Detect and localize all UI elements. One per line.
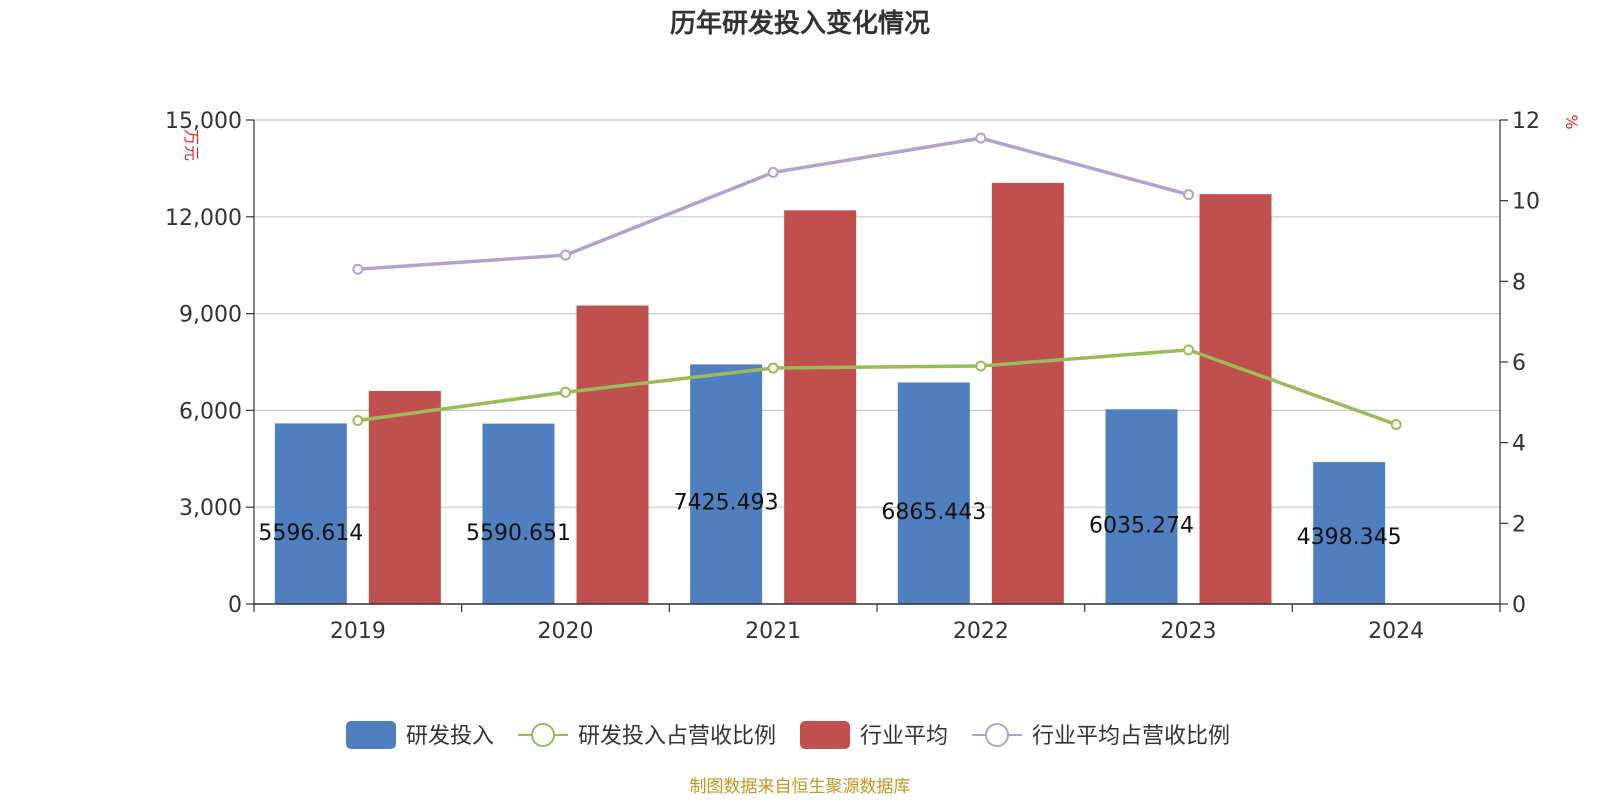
y-right-tick-label: 2	[1512, 512, 1526, 537]
lines	[352, 132, 1402, 431]
bars	[274, 182, 1386, 605]
legend-label: 行业平均占营收比例	[1032, 724, 1230, 749]
source-note: 制图数据来自恒生聚源数据库	[690, 777, 911, 797]
legend-swatch-marker	[531, 723, 555, 747]
line-point	[975, 132, 987, 144]
bar-rd	[690, 364, 763, 604]
line-point	[1183, 344, 1194, 356]
line-point	[767, 362, 779, 374]
legend-swatch-bar	[800, 721, 850, 749]
bar-industry	[576, 305, 649, 604]
gridlines	[254, 119, 1500, 508]
legend-swatch-marker	[985, 723, 1009, 747]
x-tick-label: 2022	[953, 619, 1009, 644]
y-right-tick-label: 10	[1512, 190, 1540, 215]
data-labels: 5596.614 5590.651 7425.493 6865.443 6035.274…	[258, 490, 1401, 550]
legend-swatch-bar	[346, 721, 396, 749]
legend-label: 研发投入	[406, 724, 494, 749]
y-right-tick-label: 6	[1512, 351, 1526, 376]
line-point	[560, 386, 571, 398]
line-point	[352, 263, 364, 275]
bar-rd	[482, 423, 555, 604]
bar-industry	[368, 391, 441, 604]
x-tick-label: 2023	[1161, 619, 1217, 644]
bar-data-label: 5590.651	[466, 521, 571, 546]
y-right-unit: %	[1562, 114, 1581, 129]
line-point	[767, 166, 779, 178]
y-left-tick-label: 3,000	[179, 496, 242, 521]
bar-rd	[1313, 462, 1386, 604]
y-right-tick-label: 4	[1512, 432, 1526, 457]
x-tick-label: 2024	[1368, 619, 1424, 644]
line-point	[1390, 419, 1402, 431]
y-right-tick-label: 0	[1512, 593, 1526, 618]
legend-label: 行业平均	[860, 724, 948, 749]
axes: 0 3,000 6,000 9,000 12,000 15,000 0 2 4 6 8 10 12 201…	[165, 109, 1540, 644]
chart-title: 历年研发投入变化情况	[670, 8, 930, 39]
y-left-tick-label: 6,000	[179, 399, 242, 424]
line-series	[357, 136, 1189, 271]
x-tick-label: 2021	[745, 619, 801, 644]
bar-rd	[897, 382, 970, 604]
y-left-tick-label: 9,000	[179, 303, 242, 328]
legend-label: 研发投入占营收比例	[578, 724, 776, 749]
bar-industry	[1199, 194, 1272, 605]
bar-data-label: 6035.274	[1089, 514, 1194, 539]
bar-data-label: 7425.493	[674, 490, 779, 515]
bar-rd	[1105, 409, 1178, 604]
line-point	[1183, 189, 1194, 201]
y-right-tick-label: 12	[1512, 109, 1540, 134]
bar-rd	[274, 423, 347, 604]
bar-data-label: 6865.443	[881, 500, 986, 525]
bar-industry	[784, 210, 857, 604]
y-left-unit: 万元	[182, 129, 201, 161]
bar-data-label: 5596.614	[258, 521, 363, 546]
line-point	[975, 360, 987, 372]
x-tick-label: 2019	[330, 619, 386, 644]
y-right-tick-label: 8	[1512, 270, 1526, 295]
x-tick-label: 2020	[538, 619, 594, 644]
y-left-tick-label: 12,000	[165, 206, 242, 231]
legend: 研发投入 研发投入占营收比例 行业平均 行业平均占营收比例	[346, 721, 1230, 749]
line-point	[560, 249, 571, 261]
line-series	[357, 348, 1397, 427]
y-left-tick-label: 0	[228, 593, 242, 618]
bar-industry	[991, 182, 1064, 605]
y-left-tick-label: 15,000	[165, 109, 242, 134]
bar-data-label: 4398.345	[1297, 525, 1402, 550]
line-point	[352, 414, 364, 426]
